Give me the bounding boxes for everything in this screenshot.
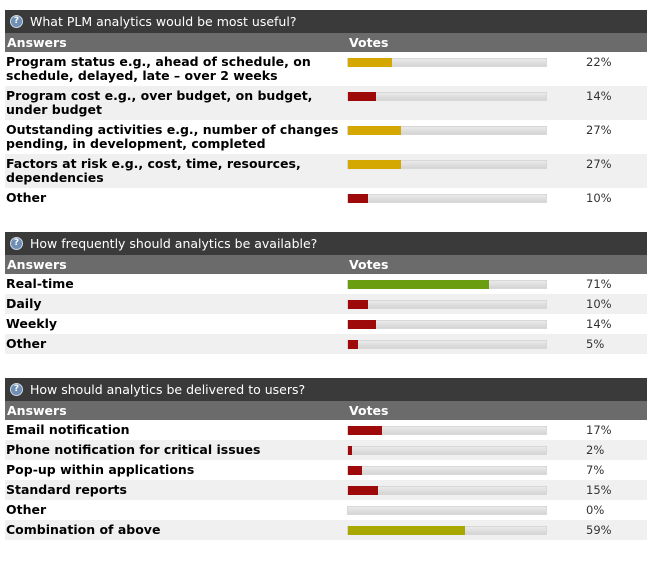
vote-bar [347, 92, 547, 101]
poll-option-row: Pop-up within applications 7% [5, 460, 647, 480]
vote-bar-fill [348, 466, 362, 475]
vote-bar-fill [348, 526, 465, 535]
poll-option-row: Standard reports 15% [5, 480, 647, 500]
option-label: Standard reports [6, 482, 127, 497]
help-icon[interactable]: ? [10, 15, 23, 28]
option-label: Combination of above [6, 522, 161, 537]
answers-column-header: Answers [7, 403, 67, 418]
vote-percent: 10% [586, 191, 612, 205]
option-label: Email notification [6, 422, 130, 437]
help-icon[interactable]: ? [10, 383, 23, 396]
help-icon[interactable]: ? [10, 237, 23, 250]
vote-bar [347, 126, 547, 135]
vote-percent: 5% [586, 337, 605, 351]
vote-bar-fill [348, 194, 368, 203]
option-label: Factors at risk e.g., cost, time, resour… [6, 156, 301, 185]
votes-column-header: Votes [349, 403, 389, 418]
vote-percent: 59% [586, 523, 612, 537]
vote-bar-fill [348, 92, 376, 101]
vote-percent: 15% [586, 483, 612, 497]
vote-percent: 10% [586, 297, 612, 311]
vote-bar-fill [348, 280, 489, 289]
vote-bar [347, 320, 547, 329]
poll-option-row: Other 0% [5, 500, 647, 520]
vote-bar [347, 446, 547, 455]
poll-option-row: Combination of above 59% [5, 520, 647, 540]
vote-bar-fill [348, 340, 358, 349]
option-label: Other [6, 502, 47, 517]
vote-bar [347, 426, 547, 435]
poll-column-headers: Answers Votes [5, 255, 647, 274]
poll-2: ? How frequently should analytics be avai… [5, 232, 647, 354]
poll-question-bar: ? What PLM analytics would be most useful… [5, 10, 647, 33]
poll-option-row: Other 10% [5, 188, 647, 208]
votes-column-header: Votes [349, 257, 389, 272]
answers-column-header: Answers [7, 35, 67, 50]
vote-percent: 17% [586, 423, 612, 437]
option-label: Phone notification for critical issues [6, 442, 261, 457]
poll-question-bar: ? How frequently should analytics be avai… [5, 232, 647, 255]
option-label: Outstanding activities e.g., number of c… [6, 122, 339, 151]
vote-bar-fill [348, 426, 382, 435]
option-label: Program status e.g., ahead of schedule, … [6, 54, 311, 83]
poll-option-row: Daily 10% [5, 294, 647, 314]
option-label: Real-time [6, 276, 74, 291]
poll-option-row: Outstanding activities e.g., number of c… [5, 120, 647, 154]
answers-column-header: Answers [7, 257, 67, 272]
poll-1: ? What PLM analytics would be most useful… [5, 10, 647, 208]
vote-percent: 22% [586, 55, 612, 69]
option-label: Daily [6, 296, 42, 311]
vote-percent: 14% [586, 89, 612, 103]
poll-question: How frequently should analytics be avail… [30, 236, 318, 251]
poll-column-headers: Answers Votes [5, 33, 647, 52]
vote-bar [347, 194, 547, 203]
option-label: Other [6, 190, 47, 205]
poll-3: ? How should analytics be delivered to us… [5, 378, 647, 540]
vote-bar-fill [348, 320, 376, 329]
vote-bar [347, 160, 547, 169]
poll-option-row: Email notification 17% [5, 420, 647, 440]
option-label: Pop-up within applications [6, 462, 195, 477]
vote-bar [347, 300, 547, 309]
vote-bar-fill [348, 160, 402, 169]
vote-percent: 2% [586, 443, 605, 457]
poll-option-row: Factors at risk e.g., cost, time, resour… [5, 154, 647, 188]
vote-bar [347, 340, 547, 349]
vote-bar-fill [348, 300, 368, 309]
vote-bar [347, 280, 547, 289]
vote-bar-fill [348, 126, 402, 135]
poll-option-row: Phone notification for critical issues 2% [5, 440, 647, 460]
poll-question: What PLM analytics would be most useful? [30, 14, 297, 29]
vote-bar [347, 466, 547, 475]
poll-option-row: Real-time 71% [5, 274, 647, 294]
poll-option-row: Program cost e.g., over budget, on budge… [5, 86, 647, 120]
vote-bar [347, 526, 547, 535]
votes-column-header: Votes [349, 35, 389, 50]
poll-question: How should analytics be delivered to use… [30, 382, 306, 397]
vote-percent: 71% [586, 277, 612, 291]
vote-bar [347, 58, 547, 67]
vote-percent: 0% [586, 503, 605, 517]
option-label: Program cost e.g., over budget, on budge… [6, 88, 313, 117]
poll-column-headers: Answers Votes [5, 401, 647, 420]
vote-percent: 14% [586, 317, 612, 331]
poll-option-row: Other 5% [5, 334, 647, 354]
poll-results: ? What PLM analytics would be most useful… [5, 10, 647, 564]
vote-bar-fill [348, 486, 378, 495]
vote-bar-fill [348, 446, 352, 455]
option-label: Other [6, 336, 47, 351]
option-label: Weekly [6, 316, 58, 331]
vote-percent: 27% [586, 157, 612, 171]
vote-bar [347, 486, 547, 495]
vote-percent: 7% [586, 463, 605, 477]
vote-bar-fill [348, 58, 392, 67]
vote-percent: 27% [586, 123, 612, 137]
poll-option-row: Program status e.g., ahead of schedule, … [5, 52, 647, 86]
poll-question-bar: ? How should analytics be delivered to us… [5, 378, 647, 401]
poll-option-row: Weekly 14% [5, 314, 647, 334]
vote-bar [347, 506, 547, 515]
